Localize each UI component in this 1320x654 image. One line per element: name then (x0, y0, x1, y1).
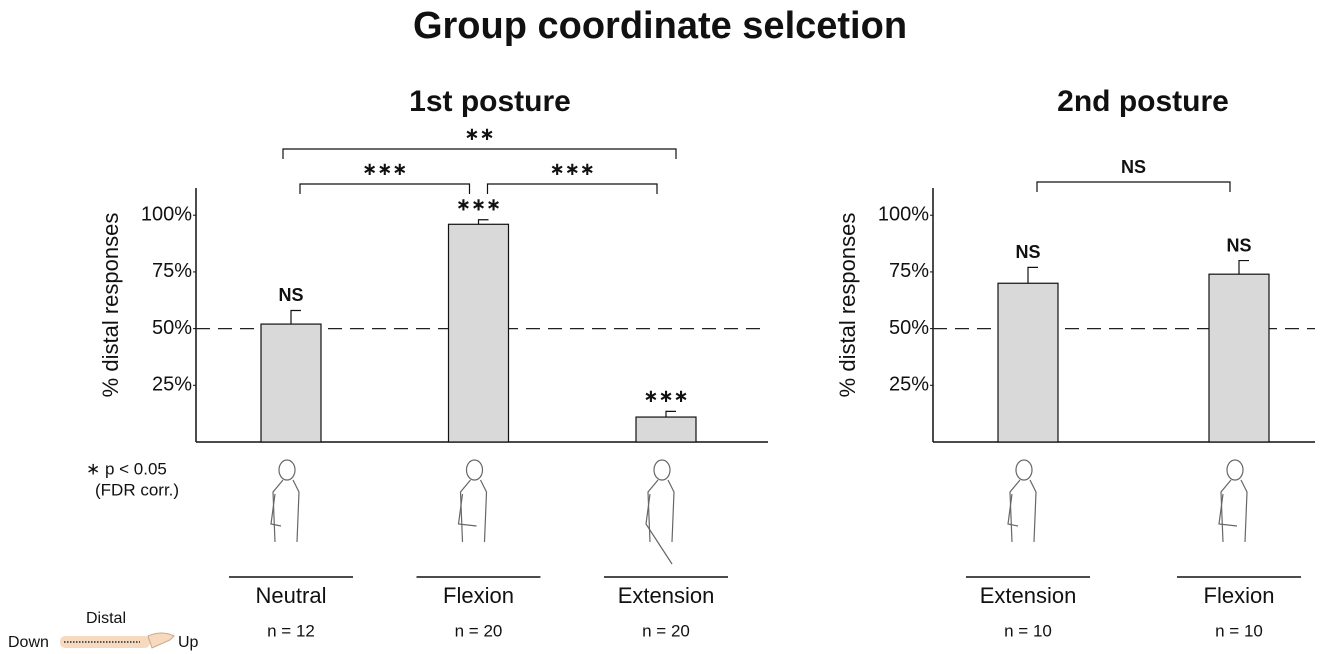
y-tick-label: 50% (889, 317, 929, 339)
bracket-label: ∗∗∗ (550, 159, 595, 179)
bracket-label: NS (1121, 157, 1146, 177)
error-bar (1239, 261, 1249, 275)
chart-title: 1st posture (409, 85, 571, 118)
significance-bracket (283, 149, 676, 159)
significance-label: NS (278, 285, 303, 305)
figure-title: Group coordinate selcetion (413, 5, 907, 47)
bar (1209, 274, 1269, 442)
significance-label: NS (1015, 242, 1040, 262)
legend-right: Up (178, 634, 199, 651)
error-bar (666, 411, 676, 417)
bracket-label: ∗∗ (464, 124, 494, 144)
error-bar (291, 310, 301, 324)
x-tick-label: Neutral (256, 583, 327, 608)
y-tick-label: 25% (152, 374, 192, 396)
significance-label: ∗∗∗ (643, 386, 688, 406)
x-tick-label: Extension (980, 583, 1077, 608)
figure: Group coordinate selcetion ∗ p < 0.05 (F… (0, 0, 1320, 654)
n-label: n = 20 (455, 621, 503, 640)
significance-bracket (1037, 182, 1230, 192)
n-label: n = 10 (1215, 621, 1263, 640)
y-tick-label: 75% (889, 260, 929, 282)
y-axis-label: % distal responses (835, 213, 860, 398)
bracket-label: ∗∗∗ (362, 159, 407, 179)
y-tick-label: 100% (878, 203, 929, 225)
posture-figure (1219, 460, 1247, 542)
y-tick-label: 25% (889, 374, 929, 396)
y-tick-label: 100% (141, 203, 192, 225)
x-tick-label: Extension (618, 583, 715, 608)
bar (998, 283, 1058, 442)
posture-figure (459, 460, 487, 542)
n-label: n = 10 (1004, 621, 1052, 640)
significance-bracket (300, 184, 470, 194)
footnote: (FDR corr.) (95, 480, 179, 499)
x-tick-label: Flexion (1204, 583, 1275, 608)
bar (261, 324, 321, 442)
chart-title: 2nd posture (1057, 85, 1229, 118)
significance-label: NS (1226, 235, 1251, 255)
legend-label: Distal (86, 610, 126, 627)
posture-figure (646, 460, 674, 564)
n-label: n = 20 (642, 621, 690, 640)
error-bar (479, 220, 489, 225)
y-tick-label: 50% (152, 317, 192, 339)
posture-figure (271, 460, 299, 542)
significance-label: ∗∗∗ (456, 195, 501, 215)
error-bar (1028, 267, 1038, 283)
bar (449, 224, 509, 442)
posture-figure (1008, 460, 1036, 542)
bar (636, 417, 696, 442)
x-tick-label: Flexion (443, 583, 514, 608)
y-tick-label: 75% (152, 260, 192, 282)
arm-icon (60, 633, 174, 648)
y-axis-label: % distal responses (98, 213, 123, 398)
significance-bracket (488, 184, 658, 194)
legend-left: Down (8, 634, 49, 651)
n-label: n = 12 (267, 621, 315, 640)
footnote: ∗ p < 0.05 (86, 459, 167, 478)
